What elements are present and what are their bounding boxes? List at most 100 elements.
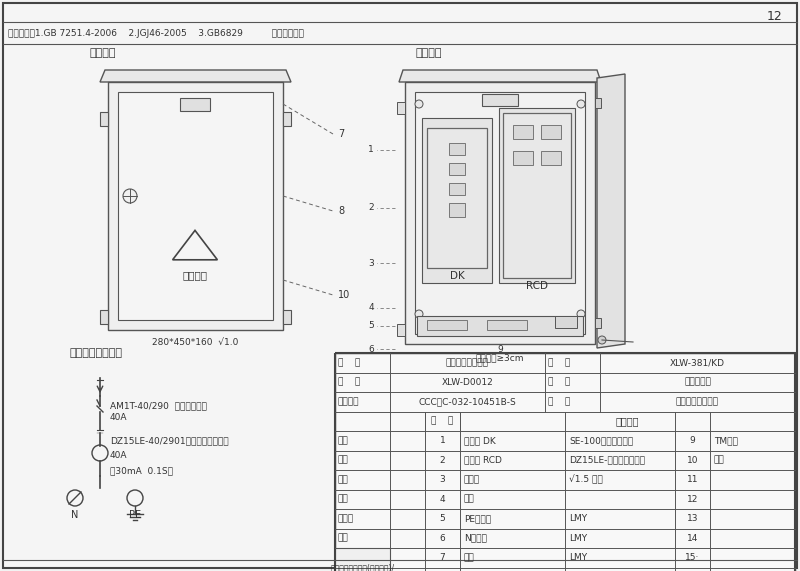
Text: 280*450*160  √1.0: 280*450*160 √1.0 (152, 337, 238, 347)
Bar (595, 318, 601, 328)
Bar (100, 310, 108, 324)
Text: 3: 3 (440, 475, 446, 484)
Text: 6: 6 (368, 344, 374, 353)
Text: 规    格: 规 格 (548, 378, 570, 387)
Text: CCC：C-032-10451B-S: CCC：C-032-10451B-S (418, 397, 516, 406)
Bar (449, 163, 465, 175)
Bar (335, 353, 795, 571)
Circle shape (415, 310, 423, 318)
Text: 2: 2 (368, 203, 374, 212)
Circle shape (415, 100, 423, 108)
Text: 15·: 15· (686, 553, 700, 562)
Text: 10: 10 (338, 290, 350, 300)
Text: 12: 12 (766, 10, 782, 23)
Text: 1: 1 (368, 146, 374, 155)
Text: LMY: LMY (569, 534, 587, 543)
Text: 校核: 校核 (338, 475, 349, 484)
Bar (595, 98, 601, 108)
Text: DZ15LE-透明系列漏电开: DZ15LE-透明系列漏电开 (569, 456, 645, 465)
Text: 1: 1 (440, 436, 446, 445)
Circle shape (92, 445, 108, 461)
Text: 7: 7 (440, 553, 446, 562)
Text: 5: 5 (368, 321, 374, 331)
Text: 5: 5 (440, 514, 446, 523)
Text: 挂耳: 挂耳 (714, 456, 725, 465)
Polygon shape (100, 70, 291, 82)
Bar (482, 94, 518, 106)
Bar (503, 113, 571, 278)
Text: 日期: 日期 (338, 534, 349, 543)
Bar (405, 82, 595, 344)
Bar (541, 151, 561, 165)
Text: 9: 9 (690, 436, 695, 445)
Text: 6: 6 (440, 534, 446, 543)
Bar (397, 324, 405, 336)
Text: 13: 13 (686, 514, 698, 523)
Text: 照明开关箱: 照明开关箱 (684, 378, 711, 387)
Bar (415, 92, 585, 334)
Text: 制图: 制图 (338, 456, 349, 465)
Bar (555, 316, 577, 328)
Bar (449, 203, 465, 217)
Text: 2: 2 (440, 456, 446, 465)
Text: 试验报告: 试验报告 (338, 397, 359, 406)
Text: 型    号: 型 号 (548, 358, 570, 367)
Bar (283, 310, 291, 324)
Bar (513, 125, 533, 139)
Text: PE: PE (129, 510, 141, 520)
Text: 3: 3 (368, 259, 374, 267)
Polygon shape (597, 74, 625, 348)
Text: 装配图：: 装配图： (415, 48, 442, 58)
Text: SE-100系列透明开关: SE-100系列透明开关 (569, 436, 633, 445)
Text: N线端子: N线端子 (464, 534, 487, 543)
Text: 12: 12 (687, 494, 698, 504)
Text: 8: 8 (338, 206, 344, 216)
Text: 40A: 40A (110, 452, 127, 460)
Text: N: N (71, 510, 78, 520)
Bar (427, 320, 467, 330)
Bar (108, 82, 283, 330)
Text: RCD: RCD (526, 281, 548, 291)
Text: 审核: 审核 (338, 494, 349, 504)
Text: 断路器 RCD: 断路器 RCD (464, 456, 502, 465)
Polygon shape (173, 231, 218, 260)
Bar (335, 548, 390, 571)
Text: 40A: 40A (110, 413, 127, 423)
Text: 设计: 设计 (338, 436, 349, 445)
Text: 标准化: 标准化 (338, 514, 354, 523)
Text: 序    号: 序 号 (431, 417, 454, 426)
Text: 断路器 DK: 断路器 DK (464, 436, 496, 445)
Text: 安装板: 安装板 (464, 475, 480, 484)
Text: 电器连接原理图：: 电器连接原理图： (70, 348, 123, 358)
Text: DZ15LE-40/2901（透明漏电开关）: DZ15LE-40/2901（透明漏电开关） (110, 436, 229, 445)
Text: 建筑施工用配电箱: 建筑施工用配电箱 (446, 358, 489, 367)
Bar (513, 151, 533, 165)
Text: √1.5 折边: √1.5 折边 (569, 475, 602, 484)
Circle shape (67, 490, 83, 506)
Text: 主要配件: 主要配件 (616, 416, 639, 426)
Text: 执行标准：1.GB 7251.4-2006    2.JGJ46-2005    3.GB6829          壳体颜色：黄: 执行标准：1.GB 7251.4-2006 2.JGJ46-2005 3.GB6… (8, 29, 304, 38)
Bar (541, 125, 561, 139)
Bar (397, 102, 405, 114)
Text: 7: 7 (338, 129, 344, 139)
Text: 有电危险: 有电危险 (182, 270, 207, 280)
Text: 11: 11 (686, 475, 698, 484)
Bar (427, 128, 487, 268)
Bar (499, 108, 575, 283)
Circle shape (577, 100, 585, 108)
Text: 元件间距≥3cm: 元件间距≥3cm (476, 353, 524, 363)
Bar (487, 320, 527, 330)
Text: 10: 10 (686, 456, 698, 465)
Circle shape (127, 490, 143, 506)
Bar (449, 143, 465, 155)
Text: 图    号: 图 号 (338, 378, 360, 387)
Text: PE线端子: PE线端子 (464, 514, 491, 523)
Text: 9: 9 (497, 344, 503, 353)
Bar (449, 183, 465, 195)
Circle shape (123, 189, 137, 203)
Text: 外型图：: 外型图： (90, 48, 117, 58)
Circle shape (598, 336, 606, 344)
Text: LMY: LMY (569, 514, 587, 523)
Text: XLW-381/KD: XLW-381/KD (670, 358, 725, 367)
Bar (422, 118, 492, 283)
